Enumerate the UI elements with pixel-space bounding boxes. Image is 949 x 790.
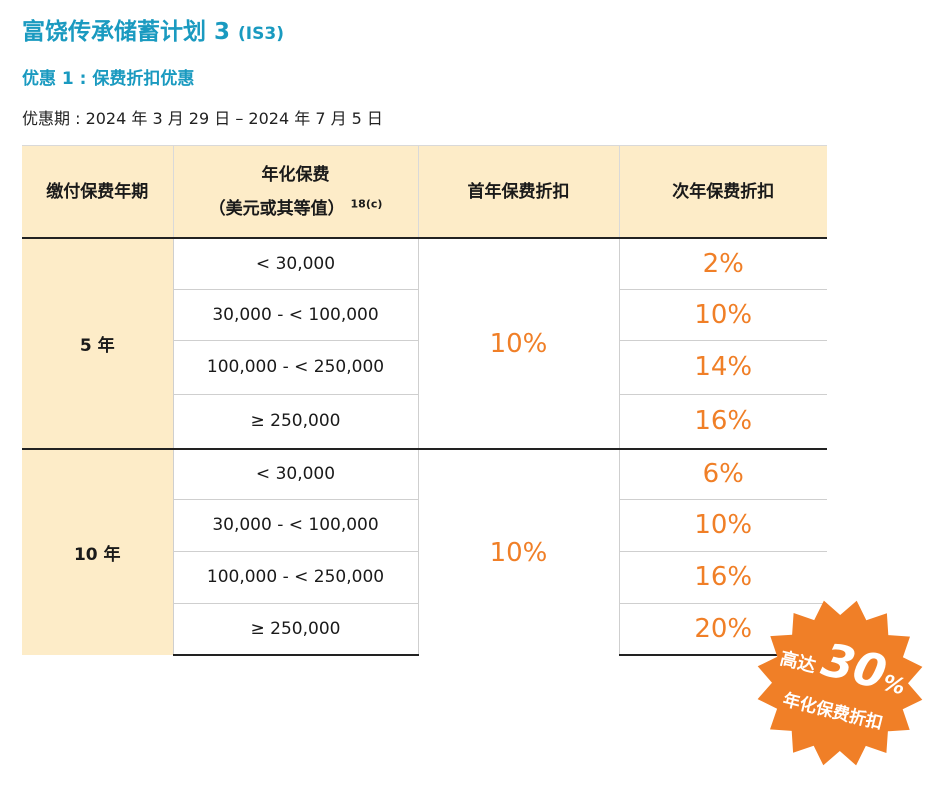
header-annual-footnote: 18(c): [350, 196, 383, 210]
second-year-discount-cell: 6%: [618, 448, 827, 499]
header-first-year-label: 首年保费折扣: [467, 181, 570, 202]
discount-badge: 高达 30% 年化保费折扣: [740, 598, 940, 768]
premium-range-cell: < 30,000: [172, 237, 418, 289]
header-term-label: 缴付保费年期: [46, 181, 149, 202]
header-second-year: 次年保费折扣: [618, 145, 827, 239]
table-header-row: 缴付保费年期 年化保费 （美元或其等值） 18(c) 首年保费折扣 次年保费折扣: [22, 145, 827, 239]
premium-range-cell: ≥ 250,000: [172, 602, 418, 656]
second-year-discount-cell: 10%: [618, 288, 827, 340]
table-row: 5 年 < 30,000 10% 2%: [22, 237, 827, 449]
premium-range-cell: 100,000 - < 250,000: [172, 550, 418, 603]
table-row: 30,000 - < 100,000 10%: [22, 288, 827, 340]
header-annual-label: 年化保费: [261, 164, 330, 185]
badge-percent: %: [880, 670, 908, 701]
table-row: ≥ 250,000 16%: [22, 393, 827, 449]
header-first-year: 首年保费折扣: [417, 145, 619, 239]
header-annual-currency: （美元或其等值）: [208, 198, 345, 219]
discount-table: 缴付保费年期 年化保费 （美元或其等值） 18(c) 首年保费折扣 次年保费折扣…: [22, 145, 827, 656]
badge-up-to: 高达: [777, 648, 818, 678]
premium-range-cell: 30,000 - < 100,000: [172, 498, 418, 551]
first-year-discount-cell: 10%: [417, 448, 619, 655]
table-row: 30,000 - < 100,000 10%: [22, 498, 827, 551]
header-second-year-label: 次年保费折扣: [672, 181, 775, 202]
premium-range-cell: < 30,000: [172, 448, 418, 499]
table-row: 100,000 - < 250,000 14%: [22, 339, 827, 394]
premium-range-cell: ≥ 250,000: [172, 393, 418, 449]
offer-period: 优惠期 : 2024 年 3 月 29 日 – 2024 年 7 月 5 日: [22, 109, 383, 128]
table-row: 100,000 - < 250,000 16%: [22, 550, 827, 603]
header-term: 缴付保费年期: [22, 145, 173, 239]
offer-heading: 优惠 1 : 保费折扣优惠: [22, 69, 195, 89]
starburst-icon: [757, 600, 923, 766]
second-year-discount-cell: 10%: [618, 498, 827, 551]
term-cell: 5 年: [22, 237, 173, 449]
header-annual-premium: 年化保费 （美元或其等值） 18(c): [172, 145, 418, 239]
premium-range-cell: 100,000 - < 250,000: [172, 339, 418, 394]
premium-range-cell: 30,000 - < 100,000: [172, 288, 418, 340]
table-row: 10 年 < 30,000 10% 6%: [22, 448, 827, 655]
page-title-suffix: (IS3): [238, 24, 284, 44]
second-year-discount-cell: 16%: [618, 393, 827, 449]
page-title: 富饶传承储蓄计划 3 (IS3): [22, 12, 284, 46]
second-year-discount-cell: 14%: [618, 339, 827, 394]
page-title-main: 富饶传承储蓄计划 3: [22, 19, 231, 45]
term-cell: 10 年: [22, 448, 173, 655]
first-year-discount-cell: 10%: [417, 237, 619, 449]
header-annual-currency-line: （美元或其等值） 18(c): [180, 192, 412, 226]
table-row: ≥ 250,000 20%: [22, 602, 827, 656]
second-year-discount-cell: 16%: [618, 550, 827, 603]
second-year-discount-cell: 2%: [618, 237, 827, 289]
